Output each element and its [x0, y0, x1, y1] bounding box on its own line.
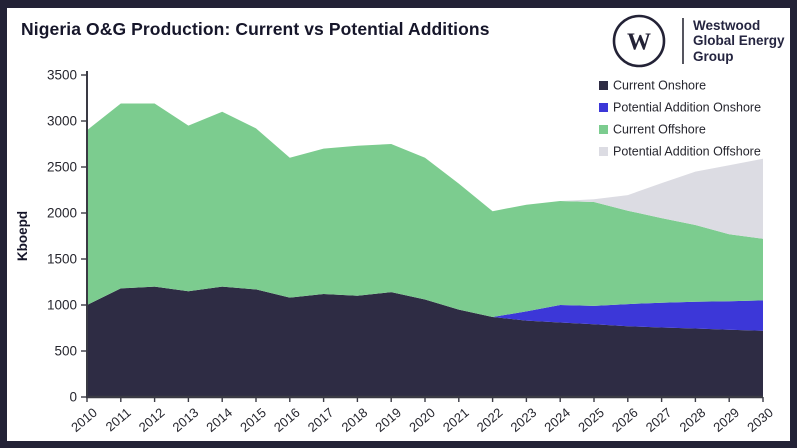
logo-line-1: Westwood	[693, 17, 761, 33]
legend-swatch-2	[599, 125, 608, 134]
legend-swatch-1	[599, 103, 608, 112]
logo-w-monogram: W	[627, 30, 651, 56]
y-tick-label: 2000	[47, 206, 77, 221]
x-tick-label: 2020	[406, 405, 438, 435]
logo-line-3: Group	[693, 48, 734, 64]
x-tick-label: 2024	[541, 405, 573, 435]
x-tick-label: 2023	[508, 405, 540, 435]
area-series-0	[87, 286, 763, 397]
y-tick-label: 3000	[47, 114, 77, 129]
x-tick-label: 2015	[237, 405, 269, 435]
y-tick-label: 0	[69, 390, 77, 405]
x-tick-label: 2028	[677, 405, 709, 435]
x-tick-label: 2019	[372, 405, 404, 435]
logo-line-2: Global Energy	[693, 33, 785, 49]
x-tick-label: 2026	[609, 405, 641, 435]
x-tick-label: 2018	[339, 405, 371, 435]
legend-swatch-3	[599, 147, 608, 156]
logo-divider	[682, 18, 684, 64]
westwood-logo: W Westwood Global Energy Group	[611, 12, 785, 70]
westwood-logo-mark: W	[612, 14, 666, 68]
x-tick-label: 2012	[136, 405, 168, 435]
x-tick-label: 2016	[271, 405, 303, 435]
x-tick-label: 2011	[103, 405, 134, 434]
x-tick-label: 2022	[474, 405, 506, 435]
legend-label-3: Potential Addition Offshore	[613, 145, 761, 159]
y-tick-label: 1000	[47, 298, 77, 313]
x-tick-label: 2021	[440, 405, 472, 435]
y-tick-label: 3500	[47, 68, 77, 83]
legend-label-0: Current Onshore	[613, 79, 706, 93]
x-tick-label: 2013	[170, 405, 202, 435]
legend-label-2: Current Offshore	[613, 123, 706, 137]
legend-swatch-0	[599, 81, 608, 90]
x-tick-label: 2010	[68, 405, 100, 435]
area-series-1	[87, 286, 763, 331]
legend-label-1: Potential Addition Onshore	[613, 101, 761, 115]
x-tick-label: 2027	[643, 405, 675, 435]
x-tick-label: 2014	[203, 405, 235, 435]
chart-page: Nigeria O&G Production: Current vs Poten…	[7, 8, 790, 441]
page-title: Nigeria O&G Production: Current vs Poten…	[21, 19, 490, 39]
y-tick-label: 2500	[47, 160, 77, 175]
y-axis-title: Kboepd	[15, 211, 30, 261]
y-tick-label: 500	[54, 344, 77, 359]
logo-wordmark: Westwood Global Energy Group	[693, 18, 785, 65]
logo-circle	[612, 14, 666, 68]
x-tick-label: 2025	[575, 405, 607, 435]
x-tick-label: 2030	[744, 405, 776, 435]
x-tick-label: 2017	[305, 405, 337, 435]
y-tick-label: 1500	[47, 252, 77, 267]
area-series-2	[87, 103, 763, 317]
x-tick-label: 2029	[710, 405, 742, 435]
